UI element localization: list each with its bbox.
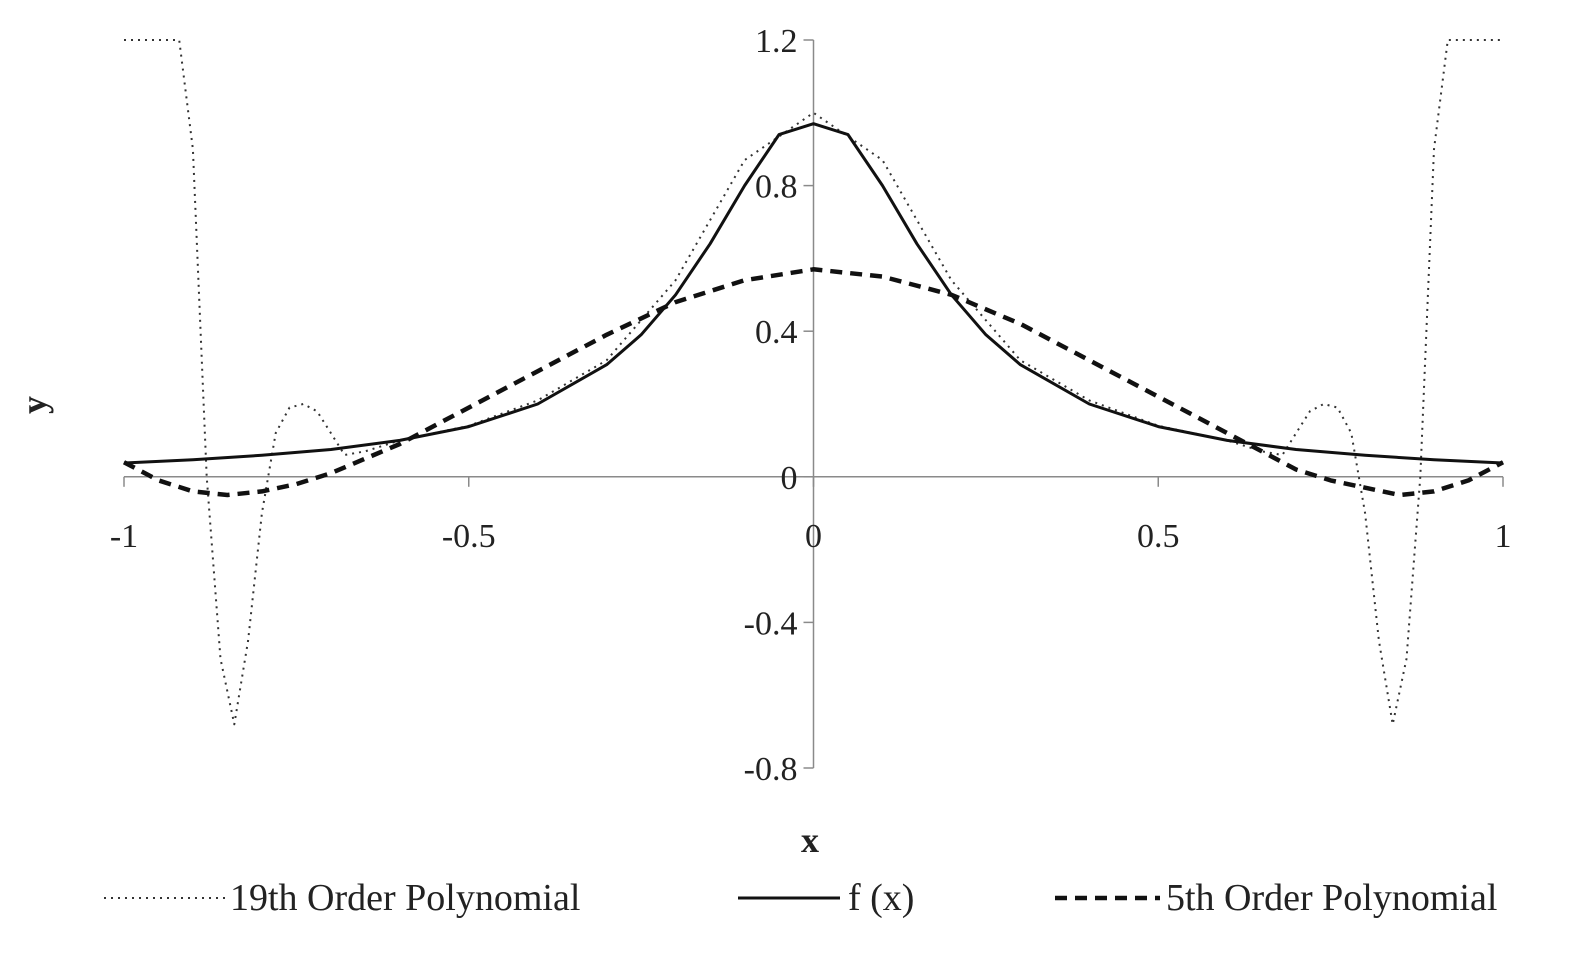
x-tick-label: -0.5 [442, 518, 496, 555]
x-tick-label: 1 [1495, 518, 1512, 555]
series-line-f-x [123, 122, 1504, 465]
y-tick-label: -0.4 [744, 605, 798, 642]
legend-label-f-x: f (x) [848, 877, 914, 919]
tick-labels: -1 -0.5 0 0.5 1 -0.8 -0.4 0 0.4 0.8 1.2 [110, 23, 1512, 788]
legend-label-5th-order-polynomial: 5th Order Polynomial [1166, 877, 1497, 919]
y-axis-title: y [14, 396, 54, 414]
y-tick-label: 0.8 [755, 169, 798, 206]
series-line-19th-order-polynomial [124, 39, 1503, 726]
y-tick-label: 0 [781, 460, 798, 497]
y-tick-label: -0.8 [744, 751, 798, 788]
y-tick-label: 1.2 [755, 23, 798, 60]
series-layer [122, 39, 1505, 726]
legend-label-19th-order-polynomial: 19th Order Polynomial [230, 877, 580, 919]
axes [123, 39, 1504, 769]
x-tick-label: 0.5 [1137, 518, 1180, 555]
x-tick-label: 0 [805, 518, 822, 555]
series-line-5th-order-polynomial [122, 267, 1505, 498]
legend: 19th Order Polynomial f (x) 5th Order Poly… [104, 877, 1497, 919]
y-tick-label: 0.4 [755, 314, 798, 351]
x-axis-title: x [801, 820, 819, 860]
x-tick-label: -1 [110, 518, 138, 555]
